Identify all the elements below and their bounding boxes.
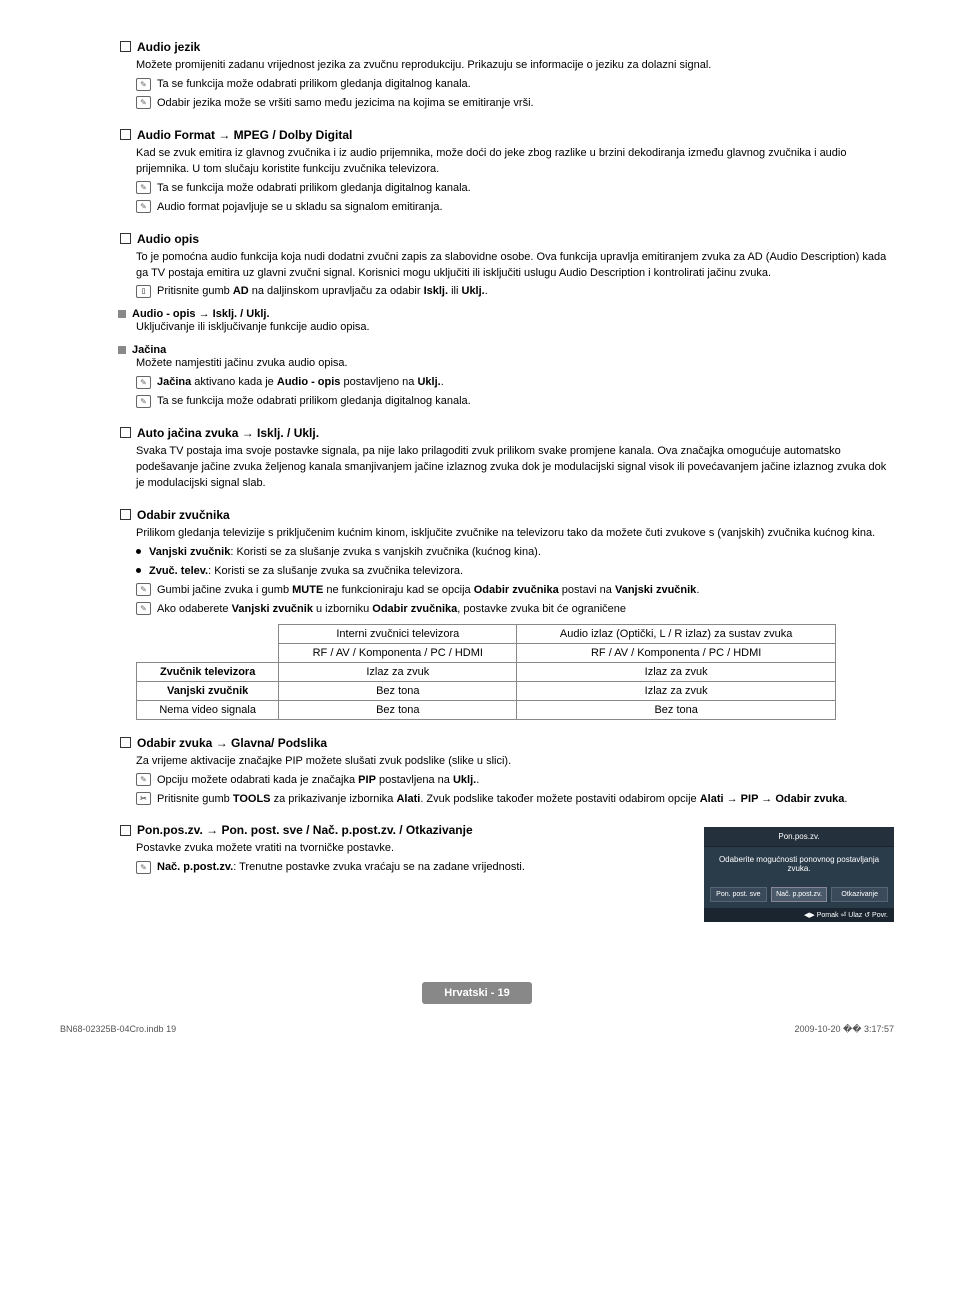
note-icon: ✎ <box>136 395 151 408</box>
sub-body: Možete namjestiti jačinu zvuka audio opi… <box>136 356 894 372</box>
note: ✎Gumbi jačine zvuka i gumb MUTE ne funkc… <box>136 583 894 599</box>
table-row: Zvučnik televizora Izlaz za zvuk Izlaz z… <box>137 662 836 681</box>
heading: Audio jezik <box>120 40 894 54</box>
note-icon: ✎ <box>136 78 151 91</box>
filled-square-icon <box>118 346 126 354</box>
table-cell: Bez tona <box>279 681 517 700</box>
table-cell: Bez tona <box>517 700 836 719</box>
subheading: Audio - opis → Isklj. / Uklj. <box>118 308 894 320</box>
table-cell: RF / AV / Komponenta / PC / HDMI <box>279 643 517 662</box>
section-pon-pos-zv: Pon.pos.zv. Odaberite mogućnosti ponovno… <box>60 823 894 922</box>
note: ✎Jačina aktivano kada je Audio - opis po… <box>136 375 894 391</box>
section-auto-jacina: Auto jačina zvuka → Isklj. / Uklj. Svaka… <box>60 426 894 492</box>
remote-note: ▯Pritisnite gumb AD na daljinskom upravl… <box>136 284 894 300</box>
title-text: Audio jezik <box>137 40 200 54</box>
dot-icon <box>136 549 141 554</box>
body: Kad se zvuk emitira iz glavnog zvučnika … <box>136 146 894 178</box>
page-number-badge: Hrvatski - 19 <box>422 982 532 1004</box>
body: Za vrijeme aktivacije značajke PIP možet… <box>136 754 894 770</box>
osd-button-reset-all[interactable]: Pon. post. sve <box>710 887 767 902</box>
sub-body: Uključivanje ili isključivanje funkcije … <box>136 320 894 336</box>
section-odabir-zvucnika: Odabir zvučnika Prilikom gledanja televi… <box>60 508 894 720</box>
footer-right: 2009-10-20 �� 3:17:57 <box>794 1024 894 1035</box>
table-rowhead: Vanjski zvučnik <box>137 681 279 700</box>
osd-body: Odaberite mogućnosti ponovnog postavljan… <box>704 847 894 881</box>
filled-square-icon <box>118 310 126 318</box>
table-header: Interni zvučnici televizora <box>279 624 517 643</box>
table-rowhead: Nema video signala <box>137 700 279 719</box>
osd-buttons: Pon. post. sve Nač. p.post.zv. Otkazivan… <box>704 881 894 908</box>
title-text: Audio opis <box>137 232 199 246</box>
title-text: Odabir zvuka → Glavna/ Podslika <box>137 736 327 750</box>
table-row: Nema video signala Bez tona Bez tona <box>137 700 836 719</box>
note-icon: ✎ <box>136 181 151 194</box>
section-audio-opis: Audio opis To je pomoćna audio funkcija … <box>60 232 894 411</box>
osd-panel: Pon.pos.zv. Odaberite mogućnosti ponovno… <box>704 827 894 922</box>
body: Svaka TV postaja ima svoje postavke sign… <box>136 444 894 492</box>
section-audio-format: Audio Format → MPEG / Dolby Digital Kad … <box>60 128 894 216</box>
note: ✎Odabir jezika može se vršiti samo među … <box>136 96 894 112</box>
note: ✎Ta se funkcija može odabrati prilikom g… <box>136 394 894 410</box>
note: ✎Ta se funkcija može odabrati prilikom g… <box>136 181 894 197</box>
table-cell: Bez tona <box>279 700 517 719</box>
heading: Audio Format → MPEG / Dolby Digital <box>120 128 894 142</box>
table-cell: Izlaz za zvuk <box>517 681 836 700</box>
body: To je pomoćna audio funkcija koja nudi d… <box>136 250 894 282</box>
osd-button-cancel[interactable]: Otkazivanje <box>831 887 888 902</box>
table-row: Vanjski zvučnik Bez tona Izlaz za zvuk <box>137 681 836 700</box>
table-row: Interni zvučnici televizora Audio izlaz … <box>137 624 836 643</box>
heading: Odabir zvučnika <box>120 508 894 522</box>
title-text: Auto jačina zvuka → Isklj. / Uklj. <box>137 426 319 440</box>
tools-icon: ✂ <box>136 792 151 805</box>
note: ✎Audio format pojavljuje se u skladu sa … <box>136 200 894 216</box>
note-icon: ✎ <box>136 861 151 874</box>
title-text: Odabir zvučnika <box>137 508 230 522</box>
footer-left: BN68-02325B-04Cro.indb 19 <box>60 1024 176 1035</box>
note-icon: ✎ <box>136 602 151 615</box>
section-audio-jezik: Audio jezik Možete promijeniti zadanu vr… <box>60 40 894 112</box>
square-bullet-icon <box>120 41 131 52</box>
heading: Audio opis <box>120 232 894 246</box>
note: ✎Ta se funkcija može odabrati prilikom g… <box>136 77 894 93</box>
note-icon: ✎ <box>136 773 151 786</box>
square-bullet-icon <box>120 509 131 520</box>
heading: Odabir zvuka → Glavna/ Podslika <box>120 736 894 750</box>
title-text: Audio Format → MPEG / Dolby Digital <box>137 128 352 142</box>
osd-footer: ◀▶ Pomak ⏎ Ulaz ↺ Povr. <box>704 908 894 922</box>
square-bullet-icon <box>120 737 131 748</box>
square-bullet-icon <box>120 233 131 244</box>
note-icon: ✎ <box>136 376 151 389</box>
bullet: Vanjski zvučnik: Koristi se za slušanje … <box>136 545 894 561</box>
note: ✎Ako odaberete Vanjski zvučnik u izborni… <box>136 602 894 618</box>
bullet: Zvuč. telev.: Koristi se za slušanje zvu… <box>136 564 894 580</box>
note-icon: ✎ <box>136 96 151 109</box>
tool-note: ✂Pritisnite gumb TOOLS za prikazivanje i… <box>136 792 894 808</box>
title-text: Pon.pos.zv. → Pon. post. sve / Nač. p.po… <box>137 823 473 837</box>
body: Možete promijeniti zadanu vrijednost jez… <box>136 58 894 74</box>
note-icon: ✎ <box>136 200 151 213</box>
document-footer: BN68-02325B-04Cro.indb 19 2009-10-20 �� … <box>60 1024 894 1035</box>
table-cell: Izlaz za zvuk <box>279 662 517 681</box>
square-bullet-icon <box>120 825 131 836</box>
heading: Auto jačina zvuka → Isklj. / Uklj. <box>120 426 894 440</box>
body: Prilikom gledanja televizije s priključe… <box>136 526 894 542</box>
speaker-table: Interni zvučnici televizora Audio izlaz … <box>136 624 836 720</box>
table-rowhead: Zvučnik televizora <box>137 662 279 681</box>
square-bullet-icon <box>120 129 131 140</box>
remote-icon: ▯ <box>136 285 151 298</box>
table-cell: RF / AV / Komponenta / PC / HDMI <box>517 643 836 662</box>
note: ✎Opciju možete odabrati kada je značajka… <box>136 773 894 789</box>
table-cell: Izlaz za zvuk <box>517 662 836 681</box>
osd-button-reset-mode[interactable]: Nač. p.post.zv. <box>771 887 828 902</box>
dot-icon <box>136 568 141 573</box>
osd-title: Pon.pos.zv. <box>704 827 894 847</box>
square-bullet-icon <box>120 427 131 438</box>
table-header: Audio izlaz (Optički, L / R izlaz) za su… <box>517 624 836 643</box>
subheading: Jačina <box>118 344 894 356</box>
note-icon: ✎ <box>136 583 151 596</box>
section-odabir-zvuka: Odabir zvuka → Glavna/ Podslika Za vrije… <box>60 736 894 808</box>
